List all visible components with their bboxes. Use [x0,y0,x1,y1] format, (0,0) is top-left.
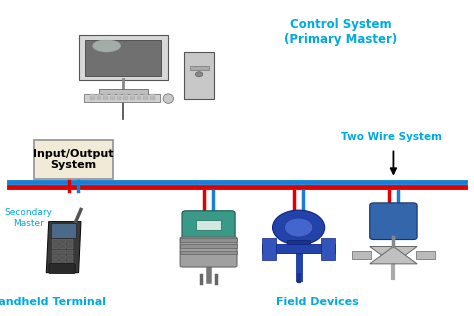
FancyBboxPatch shape [103,96,108,98]
FancyBboxPatch shape [52,250,58,254]
FancyBboxPatch shape [416,251,435,259]
Circle shape [195,72,203,77]
FancyBboxPatch shape [130,98,135,100]
FancyBboxPatch shape [143,96,148,98]
FancyBboxPatch shape [52,261,58,265]
FancyBboxPatch shape [67,250,73,254]
FancyBboxPatch shape [190,66,209,70]
FancyBboxPatch shape [117,94,121,95]
Ellipse shape [163,94,173,103]
FancyBboxPatch shape [370,203,417,240]
FancyBboxPatch shape [262,238,276,260]
FancyBboxPatch shape [117,98,121,100]
FancyBboxPatch shape [143,94,148,95]
FancyBboxPatch shape [123,98,128,100]
FancyBboxPatch shape [321,238,335,260]
FancyBboxPatch shape [67,261,73,265]
Polygon shape [370,246,417,264]
Ellipse shape [92,40,121,52]
FancyBboxPatch shape [130,94,135,95]
FancyBboxPatch shape [137,96,141,98]
Text: Input/Output
System: Input/Output System [33,149,114,170]
FancyBboxPatch shape [180,244,237,248]
FancyBboxPatch shape [196,220,221,230]
FancyBboxPatch shape [150,96,155,98]
FancyBboxPatch shape [52,245,58,249]
Text: Handheld Terminal: Handheld Terminal [0,297,106,307]
FancyBboxPatch shape [180,251,237,254]
FancyBboxPatch shape [117,96,121,98]
FancyBboxPatch shape [352,251,371,259]
FancyBboxPatch shape [110,98,115,100]
FancyBboxPatch shape [34,140,112,179]
FancyBboxPatch shape [123,94,128,95]
FancyBboxPatch shape [123,96,128,98]
FancyBboxPatch shape [103,94,108,95]
FancyBboxPatch shape [52,255,58,259]
FancyBboxPatch shape [130,96,135,98]
FancyBboxPatch shape [67,255,73,259]
FancyBboxPatch shape [150,98,155,100]
Polygon shape [46,222,81,273]
Text: Two Wire System: Two Wire System [341,132,442,143]
FancyBboxPatch shape [137,98,141,100]
FancyBboxPatch shape [90,98,95,100]
FancyBboxPatch shape [103,98,108,100]
Circle shape [284,218,313,237]
FancyBboxPatch shape [180,237,237,267]
FancyBboxPatch shape [97,96,101,98]
FancyBboxPatch shape [85,40,161,76]
Circle shape [273,210,325,245]
FancyBboxPatch shape [137,94,141,95]
FancyBboxPatch shape [97,94,101,95]
FancyBboxPatch shape [150,94,155,95]
FancyBboxPatch shape [67,239,73,243]
FancyBboxPatch shape [90,96,95,98]
Text: Secondary
Master: Secondary Master [5,208,53,228]
FancyBboxPatch shape [60,245,66,249]
Text: Field Devices: Field Devices [276,297,359,307]
FancyBboxPatch shape [84,94,160,102]
FancyBboxPatch shape [182,211,235,243]
FancyBboxPatch shape [110,96,115,98]
FancyBboxPatch shape [99,89,148,95]
FancyBboxPatch shape [90,94,95,95]
FancyBboxPatch shape [60,255,66,259]
FancyBboxPatch shape [143,98,148,100]
FancyBboxPatch shape [60,250,66,254]
FancyBboxPatch shape [287,240,310,246]
FancyBboxPatch shape [97,98,101,100]
FancyBboxPatch shape [262,244,335,253]
FancyBboxPatch shape [79,35,168,80]
FancyBboxPatch shape [60,239,66,243]
Polygon shape [370,246,417,264]
FancyBboxPatch shape [49,264,75,274]
FancyBboxPatch shape [52,239,58,243]
Text: Control System
(Primary Master): Control System (Primary Master) [284,18,398,46]
FancyBboxPatch shape [184,52,214,99]
FancyBboxPatch shape [60,261,66,265]
FancyBboxPatch shape [110,94,115,95]
FancyBboxPatch shape [180,238,237,242]
FancyBboxPatch shape [67,245,73,249]
FancyBboxPatch shape [51,223,76,238]
